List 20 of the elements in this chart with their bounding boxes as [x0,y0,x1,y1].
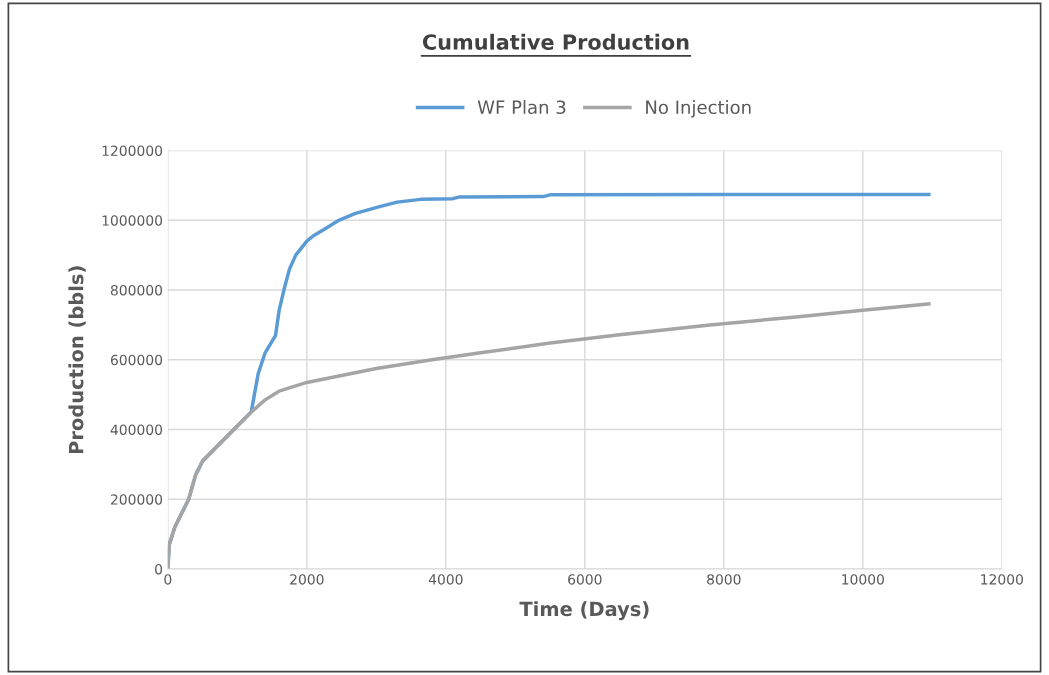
y-tick-label: 0 [155,563,163,575]
x-tick-label: 8000 [707,574,741,585]
y-tick-label: 600000 [110,354,163,366]
x-tick-label: 6000 [568,574,602,585]
y-tick-label: 1000000 [102,215,163,226]
line-series [167,302,931,570]
y-tick-label: 800000 [110,284,163,296]
y-tick-label: 1200000 [102,145,163,156]
legend-label: No Injection [646,100,751,118]
y-tick-label: 200000 [110,494,163,505]
y-axis-title: Production (bbls) [68,266,86,454]
x-axis-title: Time (Days) [519,601,649,621]
x-tick-label: 2000 [290,574,324,585]
y-tick-label: 400000 [110,424,163,435]
x-tick-label: 10000 [842,574,884,585]
x-tick-label: 0 [164,574,172,585]
x-tick-label: 4000 [428,574,463,585]
legend-label: WF Plan 3 [477,100,566,115]
chart-title: Cumulative Production [422,33,689,50]
x-tick-label: 12000 [981,574,1023,585]
